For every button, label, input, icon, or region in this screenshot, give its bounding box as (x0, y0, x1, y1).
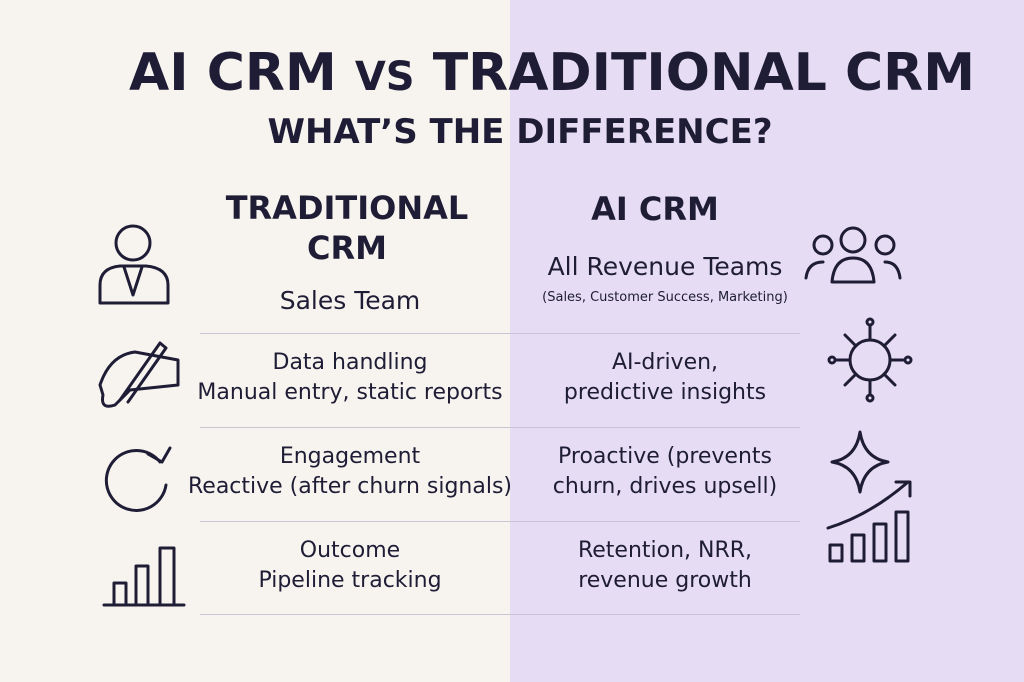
ai-detail: AI-driven, (611, 350, 719, 375)
heading-line: CRM (307, 229, 387, 267)
title-right: TRADITIONAL CRM (432, 43, 975, 103)
ai-network-icon (827, 317, 913, 403)
traditional-detail: Pipeline tracking (258, 568, 442, 593)
divider (200, 521, 800, 522)
title-vs: VS (354, 54, 415, 100)
ai-detail: predictive insights (563, 380, 767, 405)
traditional-detail: Manual entry, static reports (197, 380, 503, 405)
divider (200, 614, 800, 615)
ai-heading: AI CRM (591, 190, 719, 228)
person-icon (98, 224, 170, 305)
traditional-audience: Sales Team (279, 286, 421, 315)
refresh-icon (104, 446, 172, 512)
traditional-heading: TRADITIONAL CRM (226, 188, 469, 268)
row-label: Outcome (299, 538, 401, 563)
row-label: Data handling (272, 350, 428, 375)
divider (200, 427, 800, 428)
sparkle-icon (830, 430, 890, 494)
heading-line: TRADITIONAL (225, 189, 469, 227)
growth-icon (826, 480, 912, 563)
divider (200, 333, 800, 334)
bar-chart-icon (102, 546, 186, 607)
ai-detail: churn, drives upsell) (552, 474, 778, 499)
ai-audience: All Revenue Teams (547, 252, 783, 281)
ai-panel-background (510, 0, 1024, 682)
title: AI CRM VS TRADITIONAL CRM (129, 42, 975, 104)
title-left: AI CRM (129, 43, 337, 103)
traditional-detail: Reactive (after churn signals) (187, 474, 513, 499)
ai-audience-note: (Sales, Customer Success, Marketing) (542, 290, 788, 305)
pen-hand-icon (98, 341, 180, 408)
row-label: Engagement (279, 444, 421, 469)
ai-detail: Retention, NRR, (577, 538, 753, 563)
ai-detail: Proactive (prevents (558, 444, 772, 469)
subtitle: WHAT’S THE DIFFERENCE? (267, 112, 773, 152)
team-icon (804, 226, 902, 284)
ai-detail: revenue growth (578, 568, 752, 593)
